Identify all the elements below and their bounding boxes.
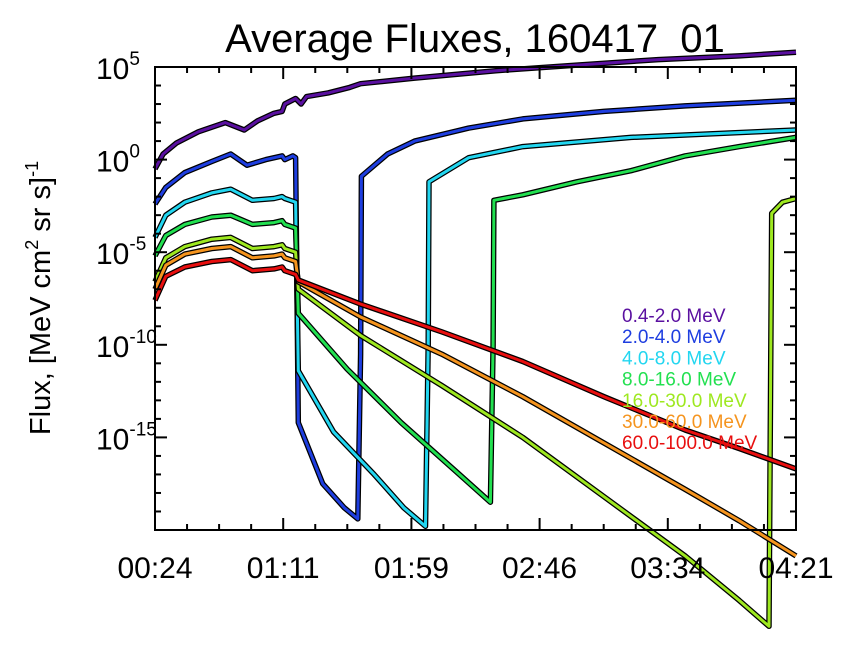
series-line bbox=[153, 197, 797, 628]
y-axis-label-prefix: Flux, [MeV cm bbox=[25, 250, 57, 435]
y-axis-label: Flux, [MeV cm2 sr s]-1 bbox=[22, 161, 57, 435]
y-tick-label: 105 bbox=[96, 49, 140, 86]
x-tick-label: 04:21 bbox=[758, 552, 833, 585]
y-axis-label-sup2: -1 bbox=[22, 161, 42, 177]
legend-entry: 8.0-16.0 MeV bbox=[622, 370, 736, 391]
x-tick-label: 01:59 bbox=[374, 552, 449, 585]
y-axis-label-middle: sr s] bbox=[25, 177, 57, 240]
series-5 bbox=[152, 195, 797, 630]
legend-entry: 4.0-8.0 MeV bbox=[622, 348, 726, 369]
y-tick-label: 10-15 bbox=[96, 419, 157, 456]
legend-entry: 16.0-30.0 MeV bbox=[622, 391, 747, 412]
series-layer bbox=[152, 49, 798, 630]
y-tick-label: 100 bbox=[96, 142, 140, 179]
legend-entry: 0.4-2.0 MeV bbox=[622, 306, 726, 327]
legend-entry: 2.0-4.0 MeV bbox=[622, 327, 726, 348]
series-2 bbox=[152, 97, 797, 522]
legend-entry: 30.0-60.0 MeV bbox=[622, 412, 747, 433]
x-tick-label: 00:24 bbox=[117, 552, 192, 585]
series-line bbox=[153, 98, 797, 521]
series-7 bbox=[152, 256, 797, 472]
series-6 bbox=[152, 243, 798, 559]
x-axis: 00:24 01:11 01:59 02:46 03:34 04:21 bbox=[117, 67, 834, 585]
series-line bbox=[153, 258, 797, 471]
x-tick-label: 01:11 bbox=[247, 552, 320, 585]
y-tick-label: 10-5 bbox=[96, 234, 146, 271]
y-axis: 105 100 10-5 10-10 10-15 bbox=[96, 49, 796, 531]
series-4 bbox=[152, 134, 797, 505]
legend-entry: 60.0-100.0 MeV bbox=[622, 433, 758, 454]
y-axis-label-sup1: 2 bbox=[22, 240, 42, 250]
x-tick-label: 03:34 bbox=[630, 552, 705, 585]
y-tick-label: 10-10 bbox=[96, 327, 157, 364]
x-tick-label: 02:46 bbox=[502, 552, 577, 585]
chart-title: Average Fluxes, 160417_01 bbox=[225, 17, 725, 61]
series-line bbox=[153, 128, 797, 528]
series-line bbox=[153, 245, 797, 558]
series-line bbox=[153, 135, 797, 504]
series-3 bbox=[152, 127, 797, 530]
